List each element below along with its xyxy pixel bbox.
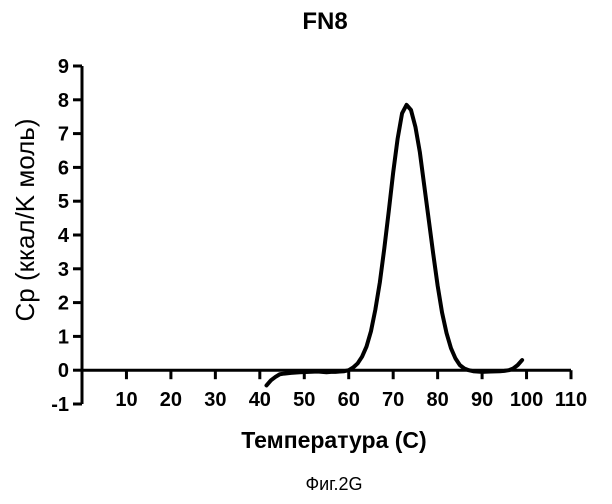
- x-tick-label: 90: [471, 389, 493, 411]
- y-tick-label: 2: [58, 293, 69, 315]
- y-axis-label: Cp (ккал/K моль): [10, 119, 40, 322]
- y-tick-label: 7: [58, 124, 69, 146]
- y-tick-label: 0: [58, 360, 69, 382]
- y-tick-label: 3: [58, 259, 69, 281]
- x-axis-label: Температура (С): [241, 427, 426, 453]
- x-tick-label: 50: [293, 389, 315, 411]
- x-tick-label: 110: [555, 389, 587, 411]
- ticks-group: -1 0 1 2 3 4 5 6 7 8 9 10 20 30 40 50 60 70 80 90 100 110: [51, 56, 587, 416]
- x-tick-label: 100: [510, 389, 543, 411]
- x-tick-label: 10: [115, 389, 137, 411]
- x-tick-label: 80: [427, 389, 449, 411]
- y-tick-label: 8: [58, 90, 69, 112]
- x-tick-label: 40: [249, 389, 271, 411]
- y-tick-label: 1: [58, 326, 69, 348]
- x-tick-label: 20: [160, 389, 182, 411]
- series-group: [266, 105, 522, 386]
- y-tick-label: 5: [58, 191, 69, 213]
- y-tick-label: 6: [58, 157, 69, 179]
- x-tick-label: 30: [204, 389, 226, 411]
- y-tick-label: -1: [51, 394, 69, 416]
- y-tick-label: 4: [58, 225, 70, 247]
- x-tick-label: 70: [382, 389, 404, 411]
- chart-title: FN8: [302, 8, 347, 35]
- axes-group: [82, 66, 571, 404]
- y-tick-label: 9: [58, 56, 69, 78]
- figure-caption: Фиг.2G: [305, 474, 362, 494]
- series-line-0: [266, 105, 522, 386]
- x-tick-label: 60: [338, 389, 360, 411]
